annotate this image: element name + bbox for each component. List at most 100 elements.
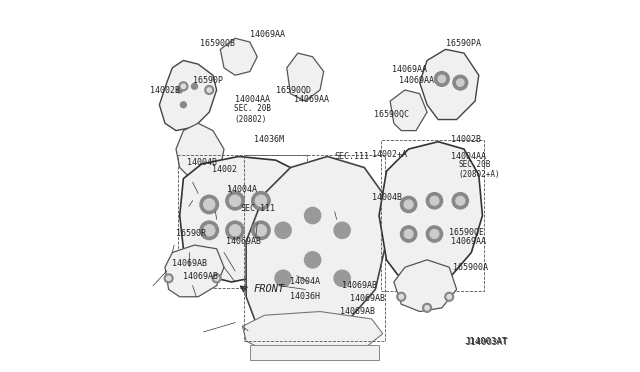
- Circle shape: [255, 195, 266, 206]
- Circle shape: [425, 306, 429, 310]
- Circle shape: [401, 226, 417, 242]
- Text: 14036M: 14036M: [253, 135, 284, 144]
- Text: SEC. 20B
(20802): SEC. 20B (20802): [234, 104, 271, 124]
- Circle shape: [404, 200, 413, 209]
- Circle shape: [334, 270, 350, 286]
- Circle shape: [438, 75, 445, 83]
- Polygon shape: [246, 157, 387, 334]
- Polygon shape: [390, 90, 427, 131]
- Text: 14002B: 14002B: [451, 135, 481, 144]
- Polygon shape: [250, 345, 379, 359]
- Circle shape: [456, 196, 465, 205]
- Polygon shape: [165, 245, 224, 297]
- Circle shape: [445, 292, 454, 301]
- Text: 16590QB: 16590QB: [200, 39, 235, 48]
- Text: 16590QE: 16590QE: [449, 228, 484, 237]
- Circle shape: [453, 75, 468, 90]
- Text: SEC.20B
(20802+A): SEC.20B (20802+A): [458, 160, 500, 179]
- Circle shape: [166, 276, 171, 280]
- Bar: [381, 140, 484, 291]
- Text: 14069AA: 14069AA: [294, 95, 329, 104]
- Circle shape: [191, 83, 197, 89]
- Text: 14004A: 14004A: [290, 278, 320, 286]
- Circle shape: [456, 79, 464, 86]
- Text: 14069AB: 14069AB: [340, 307, 375, 316]
- Circle shape: [426, 226, 443, 242]
- Circle shape: [430, 196, 439, 205]
- Circle shape: [401, 196, 417, 212]
- Circle shape: [305, 252, 321, 268]
- Circle shape: [212, 274, 221, 283]
- Text: FRONT: FRONT: [253, 284, 285, 294]
- Circle shape: [204, 225, 215, 236]
- Polygon shape: [394, 260, 456, 311]
- Text: 14002: 14002: [212, 165, 237, 174]
- Text: 14069AA: 14069AA: [250, 30, 285, 39]
- Circle shape: [180, 102, 186, 108]
- Polygon shape: [176, 123, 224, 182]
- Text: 14069AB: 14069AB: [184, 272, 218, 281]
- Circle shape: [200, 221, 218, 240]
- Text: 14069AA: 14069AA: [392, 65, 427, 74]
- Circle shape: [204, 199, 215, 210]
- Circle shape: [430, 230, 439, 238]
- Text: 14069AB: 14069AB: [342, 281, 377, 290]
- Text: J14003AT: J14003AT: [464, 337, 507, 346]
- Text: 16590QC: 16590QC: [374, 109, 408, 119]
- Text: 14069AA: 14069AA: [399, 76, 435, 85]
- Circle shape: [404, 230, 413, 238]
- Text: 14004B: 14004B: [187, 157, 217, 167]
- Circle shape: [230, 225, 241, 236]
- Circle shape: [164, 274, 173, 283]
- Text: 14004AA: 14004AA: [235, 95, 270, 104]
- Text: 14004A: 14004A: [227, 185, 257, 194]
- Circle shape: [275, 222, 291, 238]
- Circle shape: [252, 192, 270, 210]
- Text: 16590P: 16590P: [193, 76, 223, 85]
- Circle shape: [275, 270, 291, 286]
- Circle shape: [397, 292, 406, 301]
- Circle shape: [334, 222, 350, 238]
- Text: SEC.111: SEC.111: [241, 203, 276, 213]
- Text: 16590PA: 16590PA: [445, 39, 481, 48]
- Bar: [178, 155, 307, 288]
- Circle shape: [452, 193, 468, 209]
- Circle shape: [422, 304, 431, 312]
- Text: 14002+A: 14002+A: [372, 150, 406, 159]
- Circle shape: [447, 295, 451, 299]
- Circle shape: [255, 225, 266, 236]
- Circle shape: [252, 221, 270, 240]
- Text: J14003AT: J14003AT: [466, 339, 509, 347]
- Text: SEC.111: SEC.111: [335, 152, 370, 161]
- Text: 165900A: 165900A: [453, 263, 488, 272]
- Polygon shape: [180, 157, 305, 282]
- Text: 14069AB: 14069AB: [349, 294, 385, 303]
- Polygon shape: [379, 142, 483, 286]
- Polygon shape: [159, 61, 216, 131]
- Circle shape: [177, 87, 182, 93]
- Bar: [244, 155, 385, 341]
- Polygon shape: [220, 38, 257, 75]
- Circle shape: [230, 195, 241, 206]
- Circle shape: [435, 71, 449, 86]
- Text: 14004B: 14004B: [372, 193, 402, 202]
- Circle shape: [207, 88, 211, 92]
- Polygon shape: [243, 311, 383, 352]
- Circle shape: [226, 192, 244, 210]
- Circle shape: [226, 221, 244, 240]
- Circle shape: [399, 295, 403, 299]
- Circle shape: [214, 276, 219, 280]
- Circle shape: [205, 86, 214, 94]
- Text: 14004AA: 14004AA: [451, 152, 486, 161]
- Polygon shape: [287, 53, 324, 101]
- Circle shape: [426, 193, 443, 209]
- Text: 14036H: 14036H: [291, 292, 321, 301]
- Text: 16590R: 16590R: [176, 230, 206, 238]
- Text: 14069AB: 14069AB: [226, 237, 261, 246]
- Text: 14069AB: 14069AB: [172, 259, 207, 268]
- Polygon shape: [420, 49, 479, 119]
- Circle shape: [179, 82, 188, 91]
- Text: 14069AA: 14069AA: [451, 237, 486, 246]
- Text: 16590QD: 16590QD: [276, 86, 310, 94]
- Circle shape: [305, 208, 321, 224]
